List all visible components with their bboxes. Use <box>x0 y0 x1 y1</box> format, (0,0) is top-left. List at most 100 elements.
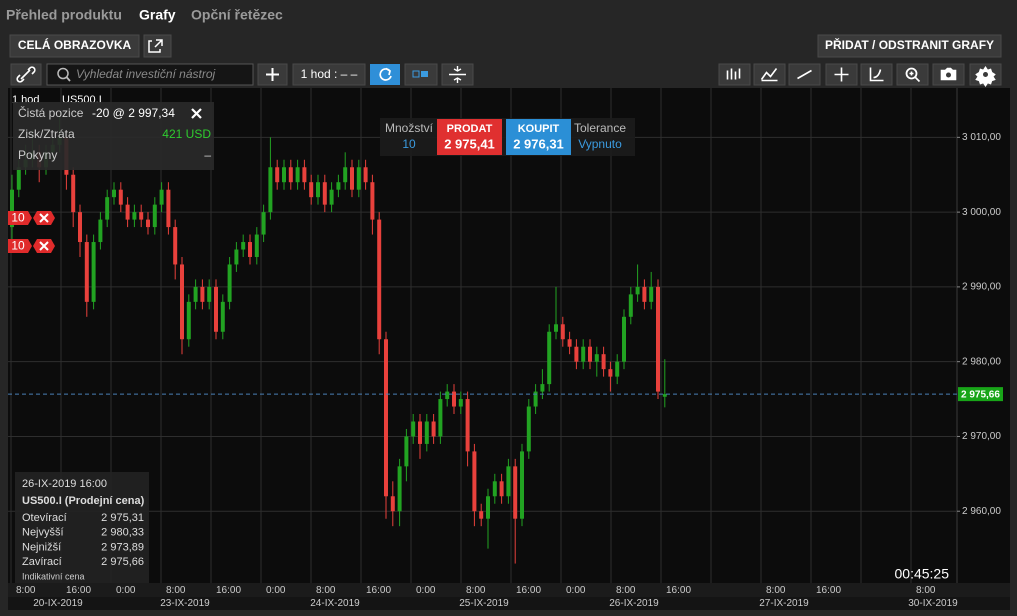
tool-icon <box>905 67 918 80</box>
link-icon <box>16 66 36 83</box>
tool-icon <box>797 69 812 80</box>
candle-body <box>146 219 150 228</box>
order-tag[interactable] <box>8 239 32 253</box>
refresh-button[interactable] <box>370 64 400 85</box>
date-label: 23-IX-2019 <box>160 598 210 609</box>
close-position[interactable] <box>191 108 202 119</box>
tool-icon <box>869 67 884 82</box>
candle-body <box>370 182 375 220</box>
candle-body <box>567 339 572 347</box>
x-tick-label: 0:00 <box>116 585 136 596</box>
candle-body <box>452 391 456 407</box>
qty-value[interactable]: 10 <box>402 137 416 151</box>
candle-body <box>214 286 218 332</box>
x-axis: 8:00 16:00 0:00 8:00 16:00 0:00 8:00 16:00 0:00 8… <box>16 585 958 609</box>
candle-body <box>411 421 416 437</box>
candle-body <box>234 249 239 265</box>
tool-button[interactable] <box>860 63 893 86</box>
candle-body <box>540 384 545 392</box>
search-icon <box>65 76 71 82</box>
plot: 2 975,66 <box>8 114 1003 564</box>
candle-body <box>302 167 307 183</box>
candle-body <box>397 466 402 512</box>
pl-label: Zisk/Ztráta <box>18 127 75 141</box>
candle-body <box>615 361 620 377</box>
y-tick-label: 3 010,00 <box>962 132 1001 143</box>
candle-body <box>445 391 450 400</box>
candle-body <box>506 466 511 497</box>
candle-body <box>588 346 592 362</box>
popout-button[interactable] <box>143 34 172 58</box>
order-qty: 10 <box>11 211 25 225</box>
candle-body <box>295 167 300 183</box>
orders-label: Pokyny <box>18 148 57 162</box>
buy-button[interactable] <box>506 119 571 155</box>
candle-body <box>200 286 205 302</box>
tab[interactable]: Opční řetězec <box>191 7 283 23</box>
info-title: US500.I (Prodejní cena) <box>22 495 145 507</box>
info-row-label: Otevírací <box>22 512 67 524</box>
candle-body <box>608 369 613 377</box>
candle-body <box>139 212 144 220</box>
x-tick-label: 8:00 <box>466 585 486 596</box>
sell-button[interactable] <box>437 119 502 155</box>
fullscreen-button[interactable] <box>9 34 140 58</box>
date-label: 20-IX-2019 <box>33 598 83 609</box>
candle-body <box>316 182 320 198</box>
info-note: Indikativní cena <box>22 571 85 581</box>
y-tick-label: 2 980,00 <box>962 356 1001 367</box>
time-axis <box>8 583 1010 597</box>
candle-body <box>98 219 103 243</box>
candle-body <box>554 324 558 332</box>
candle-body <box>125 204 130 220</box>
info-row-value: 2 975,66 <box>101 556 144 568</box>
interval-button[interactable] <box>292 63 366 86</box>
candle-body <box>438 399 443 437</box>
search-icon <box>57 67 69 80</box>
candle-body <box>574 346 579 362</box>
y-tick-label: 2 970,00 <box>962 431 1001 442</box>
candle-body <box>71 174 76 213</box>
candle-body <box>282 167 286 183</box>
tab[interactable]: Přehled produktu <box>6 7 122 23</box>
tool-button[interactable] <box>896 63 929 86</box>
x-tick-label: 16:00 <box>66 585 91 596</box>
candle-body <box>132 212 137 220</box>
x-tick-label: 0:00 <box>416 585 436 596</box>
order-tag[interactable] <box>8 211 32 225</box>
candle-body <box>350 167 354 190</box>
orders-value: – <box>204 148 211 162</box>
candle-body <box>390 496 395 512</box>
x-tick-label: 0:00 <box>266 585 286 596</box>
sell-price: 2 975,41 <box>444 136 495 151</box>
x-tick-label: 8:00 <box>766 585 786 596</box>
info-rows: Otevírací 2 975,31 Nejvyšší 2 980,33 Nejnižš… <box>22 512 144 568</box>
candle-body <box>268 167 273 213</box>
candle-body <box>322 182 327 205</box>
candle-body <box>118 189 123 205</box>
tab-active[interactable]: Grafy <box>139 7 176 23</box>
candle-body <box>465 399 470 452</box>
x-tick-label: 8:00 <box>616 585 636 596</box>
search-box[interactable] <box>46 63 254 86</box>
candle-body <box>241 242 246 250</box>
add-remove-button[interactable] <box>817 34 1002 58</box>
candle-body <box>418 421 422 444</box>
chart-area <box>8 88 1010 583</box>
y-tick-label: 2 960,00 <box>962 506 1001 517</box>
plus-icon <box>266 68 279 81</box>
date-label: 26-IX-2019 <box>609 598 659 609</box>
date-label: 25-IX-2019 <box>459 598 509 609</box>
button-label: CELÁ OBRAZOVKA <box>18 37 132 52</box>
refresh-icon <box>379 67 392 81</box>
position-value: -20 @ 2 997,34 <box>92 106 175 120</box>
candle-body <box>547 331 552 385</box>
y-tick-label: 2 990,00 <box>962 282 1001 293</box>
candle-body <box>601 354 606 370</box>
order-qty: 10 <box>11 239 25 253</box>
tolerance-value[interactable]: Vypnuto <box>578 137 622 151</box>
date-label: 30-IX-2019 <box>908 598 958 609</box>
tool-button[interactable] <box>718 63 751 86</box>
chart-tools <box>718 63 1002 87</box>
